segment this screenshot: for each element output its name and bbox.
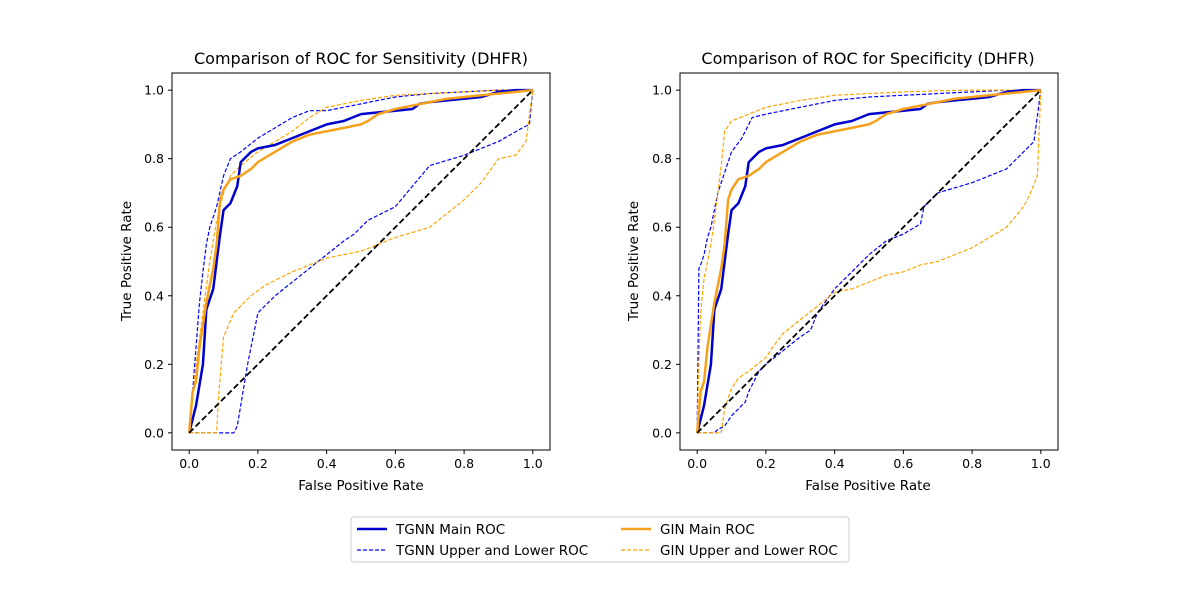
series-diagonal xyxy=(188,89,534,434)
y-tick-label: 0.8 xyxy=(144,151,164,166)
y-axis-ticks: 0.0 0.2 0.4 0.6 0.8 1.0 xyxy=(144,83,172,440)
x-tick-label: 1.0 xyxy=(1031,456,1051,471)
x-tick-label: 0.8 xyxy=(962,456,982,471)
chart-title: Comparison of ROC for Sensitivity (DHFR) xyxy=(194,49,528,68)
series-diagonal xyxy=(696,89,1042,434)
series-tgnn-upper-roc xyxy=(696,89,1041,433)
x-axis-ticks: 0.0 0.2 0.4 0.6 0.8 1.0 xyxy=(179,450,543,471)
series-tgnn-lower-roc xyxy=(189,90,534,434)
y-tick-label: 0.6 xyxy=(144,220,164,235)
y-tick-label: 0.2 xyxy=(652,357,672,372)
sensitivity-roc-chart: Comparison of ROC for Sensitivity (DHFR)… xyxy=(119,49,551,494)
specificity-roc-chart: Comparison of ROC for Specificity (DHFR)… xyxy=(626,49,1059,494)
x-tick-label: 0.2 xyxy=(248,456,268,471)
x-tick-label: 0.4 xyxy=(317,456,337,471)
y-tick-label: 1.0 xyxy=(652,83,672,98)
x-tick-label: 0.6 xyxy=(385,456,405,471)
x-tick-label: 0.0 xyxy=(179,456,199,471)
y-axis-label: True Positive Rate xyxy=(119,201,135,322)
series-gin-main-roc xyxy=(695,88,1041,433)
y-axis-label: True Positive Rate xyxy=(626,201,642,322)
legend-label-gin-bounds: GIN Upper and Lower ROC xyxy=(660,543,838,559)
y-tick-label: 0.6 xyxy=(652,220,672,235)
axes-frame xyxy=(171,72,551,451)
x-tick-label: 0.6 xyxy=(893,456,913,471)
y-tick-label: 0.0 xyxy=(144,425,164,440)
series-gin-lower-roc xyxy=(697,90,1042,434)
x-tick-label: 0.0 xyxy=(687,456,707,471)
plot-area xyxy=(187,88,534,434)
x-axis-ticks: 0.0 0.2 0.4 0.6 0.8 1.0 xyxy=(687,450,1051,471)
y-axis-ticks: 0.0 0.2 0.4 0.6 0.8 1.0 xyxy=(652,83,680,440)
y-tick-label: 0.2 xyxy=(144,357,164,372)
x-axis-label: False Positive Rate xyxy=(805,478,930,494)
y-tick-label: 0.8 xyxy=(652,151,672,166)
series-tgnn-main-roc xyxy=(695,88,1041,434)
legend-label-tgnn-bounds: TGNN Upper and Lower ROC xyxy=(395,543,588,559)
series-tgnn-main-roc xyxy=(187,88,533,434)
plot-area xyxy=(695,88,1042,434)
series-gin-lower-roc xyxy=(189,90,534,434)
x-tick-label: 1.0 xyxy=(523,456,543,471)
x-tick-label: 0.8 xyxy=(454,456,474,471)
legend-label-tgnn-main: TGNN Main ROC xyxy=(395,522,505,538)
y-tick-label: 0.4 xyxy=(144,288,164,303)
y-tick-label: 0.0 xyxy=(652,425,672,440)
legend: TGNN Main ROC TGNN Upper and Lower ROC G… xyxy=(350,516,850,563)
x-tick-label: 0.4 xyxy=(825,456,845,471)
axes-frame xyxy=(679,72,1059,451)
legend-box xyxy=(350,516,850,563)
series-tgnn-lower-roc xyxy=(697,90,1042,434)
y-tick-label: 1.0 xyxy=(144,83,164,98)
legend-label-gin-main: GIN Main ROC xyxy=(660,522,755,538)
y-tick-label: 0.4 xyxy=(652,288,672,303)
chart-title: Comparison of ROC for Specificity (DHFR) xyxy=(701,49,1034,68)
x-axis-label: False Positive Rate xyxy=(298,478,423,494)
series-tgnn-upper-roc xyxy=(188,89,533,433)
series-gin-upper-roc xyxy=(696,89,1041,433)
x-tick-label: 0.2 xyxy=(756,456,776,471)
series-gin-main-roc xyxy=(187,88,533,433)
